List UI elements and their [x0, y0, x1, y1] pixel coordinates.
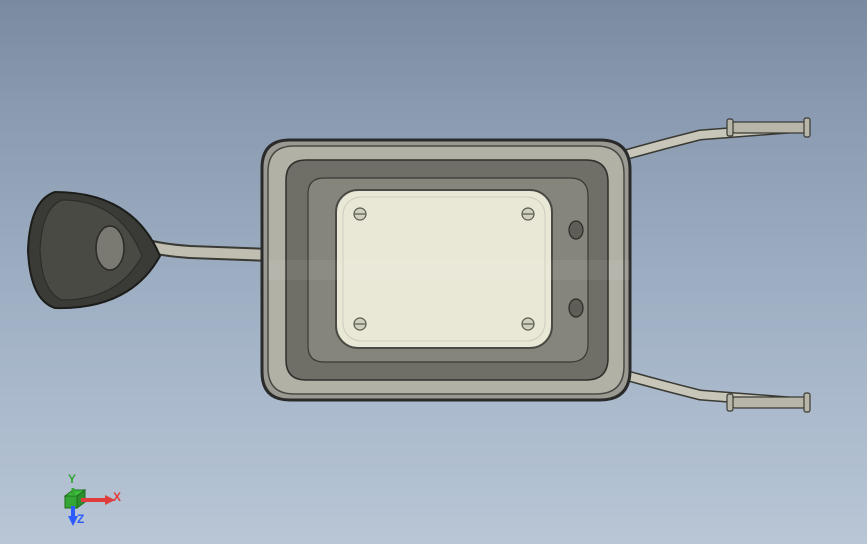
tray: [262, 140, 630, 400]
axis-label-z: Z: [77, 512, 84, 526]
view-triad[interactable]: X Y Z: [55, 456, 125, 526]
axis-label-y: Y: [68, 472, 76, 486]
axis-label-x: X: [113, 490, 121, 504]
cad-viewport[interactable]: X Y Z: [0, 0, 867, 544]
model-canvas: [0, 0, 867, 544]
